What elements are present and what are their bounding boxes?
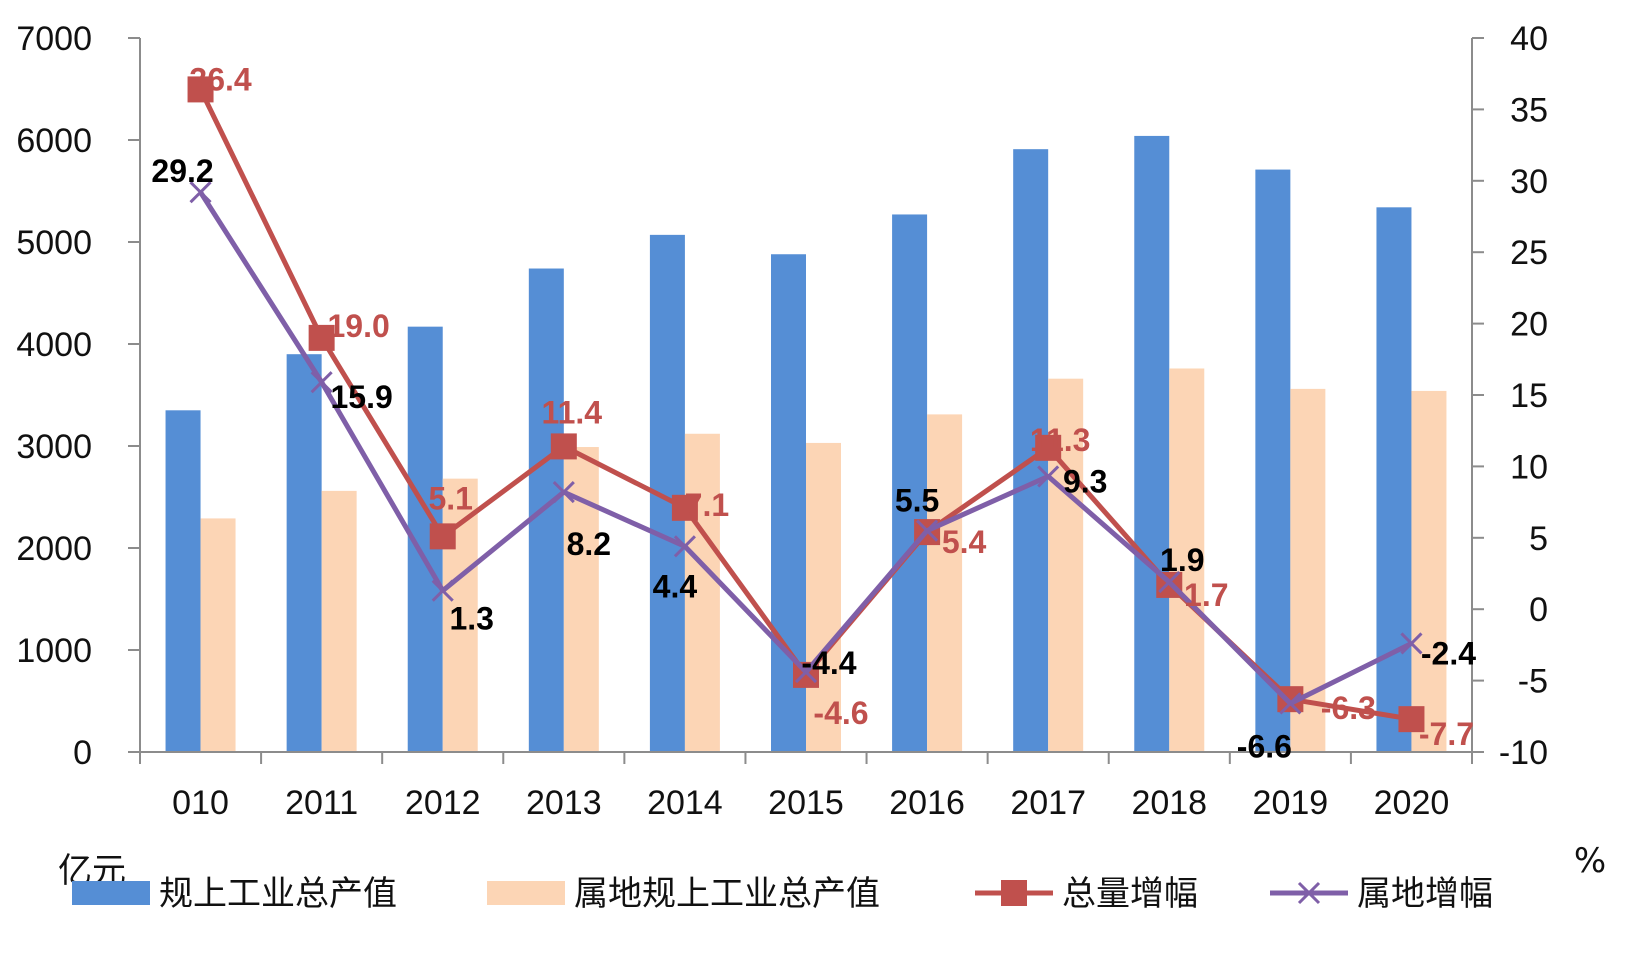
right-tick-label: -5 <box>1518 663 1548 701</box>
legend-marker-total-growth <box>1001 880 1027 906</box>
x-tick-label: 2015 <box>768 784 844 822</box>
right-tick-label: 15 <box>1510 377 1548 415</box>
left-tick-label: 2000 <box>16 530 92 568</box>
legend-marker-local-growth <box>1297 881 1321 905</box>
marker-local-growth-2012 <box>431 579 454 602</box>
marker-local-growth-2020 <box>1400 632 1423 655</box>
bar-total-output-2016 <box>892 214 928 752</box>
marker-local-growth-2017 <box>1037 465 1060 488</box>
data-label-layer: 36.4 19.0 5.1 11.4 7.1 -4.6 5.4 11.3 1.7 -6.3 -7.7… <box>151 61 1476 764</box>
bar-total-output-2011 <box>286 354 322 752</box>
legend-label-local-output: 属地规上工业总产值 <box>574 874 880 914</box>
right-tick-label: 20 <box>1510 306 1548 344</box>
marker-total-growth-010 <box>187 76 214 103</box>
left-tick-label: 3000 <box>16 428 92 466</box>
marker-total-growth-2014 <box>671 494 698 521</box>
bar-local-output-2011 <box>321 490 357 752</box>
bar-total-output-010 <box>165 410 201 752</box>
right-axis-unit: % <box>1574 841 1606 881</box>
bar-total-output-2018 <box>1134 135 1170 753</box>
legend-swatch-local-output <box>487 881 565 905</box>
bar-local-output-2014 <box>684 433 720 752</box>
data-label-local-growth-2017: 9.3 <box>1063 463 1107 499</box>
x-tick-label: 2012 <box>405 784 481 822</box>
data-label-local-growth-010: 29.2 <box>151 153 213 189</box>
x-tick-label: 2016 <box>889 784 965 822</box>
marker-total-growth-2012 <box>429 523 456 550</box>
data-label-local-growth-2016: 5.5 <box>895 483 939 519</box>
right-tick-label: 25 <box>1510 234 1548 272</box>
marker-local-growth-2013 <box>552 481 575 504</box>
marker-local-growth-2011 <box>310 371 333 394</box>
right-tick-label: 35 <box>1510 91 1548 129</box>
left-tick-label: 1000 <box>16 632 92 670</box>
data-label-total-growth-010: 36.4 <box>189 61 251 97</box>
right-tick-label: 40 <box>1510 20 1548 58</box>
data-label-total-growth-2011: 19.0 <box>327 308 389 344</box>
marker-local-growth-2015 <box>794 660 818 684</box>
bar-local-output-2020 <box>1411 390 1447 752</box>
left-tick-label: 0 <box>73 734 92 772</box>
bar-local-output-2016 <box>927 414 963 752</box>
legend: 规上工业总产值 属地规上工业总产值 总量增幅 属地增幅 <box>72 874 1493 914</box>
data-label-total-growth-2019: -6.3 <box>1321 690 1376 726</box>
marker-local-growth-2018 <box>1158 571 1181 594</box>
right-tick-label: 30 <box>1510 163 1548 201</box>
x-tick-label: 2019 <box>1253 784 1329 822</box>
legend-swatch-total-output <box>72 881 150 905</box>
left-tick-label: 7000 <box>16 20 92 58</box>
bar-local-output-2015 <box>806 442 841 752</box>
data-label-local-growth-2015: -4.4 <box>801 645 856 681</box>
left-tick-label: 4000 <box>16 326 92 364</box>
x-tick-label: 2011 <box>285 784 358 822</box>
marker-total-growth-2020 <box>1398 706 1425 733</box>
line-layer <box>187 76 1425 733</box>
marker-local-growth-2014 <box>673 535 696 558</box>
legend-label-total-output: 规上工业总产值 <box>159 874 397 914</box>
right-tick-label: -10 <box>1499 734 1548 772</box>
data-label-total-growth-2014: 7.1 <box>685 487 729 523</box>
data-label-total-growth-2018: 1.7 <box>1184 577 1228 613</box>
x-tick-label: 2013 <box>526 784 602 822</box>
right-tick-label: 10 <box>1510 448 1548 486</box>
right-tick-label: 0 <box>1529 591 1548 629</box>
legend-label-local-growth: 属地增幅 <box>1357 874 1493 914</box>
bar-local-output-010 <box>200 518 236 752</box>
data-label-total-growth-2012: 5.1 <box>428 480 472 516</box>
data-label-total-growth-2013: 11.4 <box>542 394 603 430</box>
marker-local-growth-2019 <box>1279 692 1302 715</box>
x-tick-label: 010 <box>172 784 229 822</box>
bar-total-output-2019 <box>1255 169 1291 752</box>
marker-local-growth-2016 <box>916 519 939 542</box>
legend-label-total-growth: 总量增幅 <box>1062 874 1198 914</box>
data-label-total-growth-2017: 11.3 <box>1030 422 1091 458</box>
bar-total-output-2020 <box>1376 207 1412 752</box>
x-tick-label: 2020 <box>1374 784 1450 822</box>
x-tick-label: 2018 <box>1131 784 1207 822</box>
data-label-local-growth-2019: -6.6 <box>1237 728 1292 764</box>
marker-total-growth-2017 <box>1035 434 1062 461</box>
data-label-total-growth-2015: -4.6 <box>813 695 868 731</box>
left-tick-label: 6000 <box>16 122 92 160</box>
data-label-local-growth-2014: 4.4 <box>653 568 698 604</box>
right-tick-label: 5 <box>1529 520 1548 558</box>
bar-total-output-2013 <box>528 268 564 752</box>
left-tick-label: 5000 <box>16 224 92 262</box>
axes-layer: 0 1000 2000 3000 4000 5000 6000 7000 -10 -5 0 5 10 15… <box>16 20 1548 822</box>
data-label-total-growth-2020: -7.7 <box>1419 716 1474 752</box>
data-label-local-growth-2011: 15.9 <box>330 379 392 415</box>
data-label-local-growth-2020: -2.4 <box>1421 635 1476 671</box>
bar-local-output-2018 <box>1169 368 1205 752</box>
data-label-total-growth-2016: 5.4 <box>942 524 987 560</box>
marker-total-growth-2011 <box>308 324 335 351</box>
marker-total-growth-2013 <box>550 433 577 460</box>
data-label-local-growth-2018: 1.9 <box>1160 542 1204 578</box>
marker-local-growth-010 <box>189 181 212 204</box>
x-tick-label: 2014 <box>647 784 723 822</box>
data-label-local-growth-2013: 8.2 <box>567 526 611 562</box>
x-tick-label: 2017 <box>1010 784 1086 822</box>
data-label-local-growth-2012: 1.3 <box>449 601 493 637</box>
